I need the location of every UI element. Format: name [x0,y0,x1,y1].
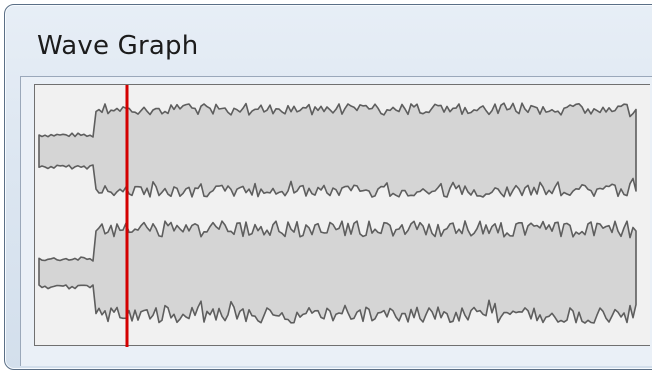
wave-graph-panel[interactable] [34,84,651,347]
waveform-canvas[interactable] [35,85,651,347]
channel-2-waveform [38,220,637,324]
channel-1-waveform [38,102,637,198]
window-title: Wave Graph [37,31,199,61]
